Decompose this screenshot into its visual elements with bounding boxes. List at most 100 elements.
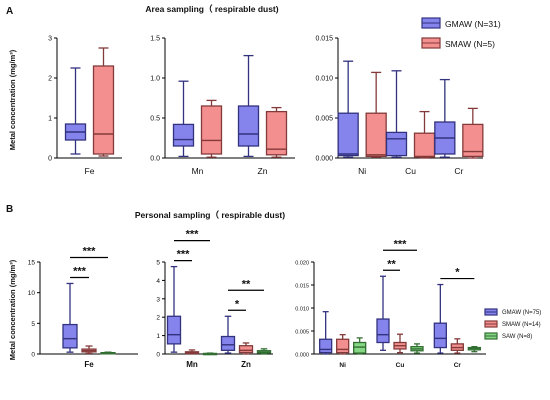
y-axis-label-b: Metal concentration (mg/m³): [8, 259, 17, 360]
box-zn-2: [265, 106, 288, 158]
box-body: [336, 338, 350, 354]
box-cu-2: [393, 333, 407, 354]
box-ni-2: [365, 71, 387, 158]
box-cu-1: [385, 70, 408, 158]
panel-a-title: Area sampling（ respirable dust): [145, 4, 278, 14]
y-tick-label: 3: [48, 36, 52, 43]
y-tick-label: 0.000: [295, 353, 309, 359]
x-category-label: Cu: [405, 166, 416, 176]
significance-label: ***: [73, 265, 87, 277]
x-category-label: Cr: [454, 166, 463, 176]
box-body: [166, 315, 182, 345]
y-tick-label: 0.0: [150, 156, 160, 163]
box-body: [92, 65, 115, 155]
box-cu-3: [410, 343, 424, 354]
y-tick-label: 0.020: [295, 261, 309, 267]
legend-label: SMAW (N=5): [445, 39, 495, 49]
y-tick-label: 0.010: [315, 76, 333, 83]
box-cr-1: [433, 283, 447, 354]
y-tick-label: 0.015: [315, 36, 333, 43]
box-fe-1: [64, 67, 87, 155]
box-ni-2: [336, 334, 350, 355]
box-body: [433, 322, 447, 349]
y-tick-label: 15: [28, 260, 36, 267]
box-cr-3: [467, 345, 481, 353]
significance-label: **: [387, 258, 396, 270]
y-tick-label: 5: [31, 321, 35, 328]
box-body: [365, 112, 387, 158]
box-ni-1: [319, 311, 333, 355]
panel-b-title: Personal sampling（ respirable dust): [135, 210, 285, 220]
y-tick-label: 2: [48, 76, 52, 83]
box-cu-1: [376, 275, 390, 351]
box-body: [238, 345, 254, 354]
box-fe-1: [62, 282, 78, 353]
box-body: [337, 112, 359, 157]
x-category-label: Zn: [258, 166, 268, 176]
y-tick-label: 5: [156, 260, 160, 267]
x-category-label: Ni: [358, 166, 366, 176]
legend-label: GMAW (N=75): [502, 310, 541, 316]
x-category-label: Mn: [192, 166, 204, 176]
box-body: [172, 123, 195, 147]
box-body: [413, 132, 436, 158]
box-mn-1: [172, 80, 195, 158]
box-ni-3: [353, 337, 367, 355]
box-zn-3: [256, 348, 272, 355]
significance-label: ***: [83, 245, 97, 257]
y-tick-label: 0.010: [295, 307, 309, 313]
significance-label: *: [455, 267, 460, 279]
box-zn-1: [220, 315, 236, 354]
box-body: [237, 105, 260, 147]
box-cu-2: [413, 110, 436, 159]
significance-label: ***: [186, 229, 200, 241]
box-fe-2: [92, 47, 115, 157]
box-body: [200, 105, 223, 155]
significance-label: ***: [177, 249, 191, 261]
box-body: [220, 335, 236, 351]
box-body: [376, 318, 390, 344]
box-zn-2: [238, 342, 254, 355]
box-cr-2: [450, 338, 464, 354]
y-tick-label: 10: [28, 290, 36, 297]
box-body: [62, 323, 78, 349]
box-body: [265, 110, 288, 156]
box-body: [462, 123, 484, 158]
legend-label: SAW (N=8): [502, 334, 532, 340]
y-tick-label: 1: [156, 333, 160, 340]
box-ni-1: [337, 60, 359, 158]
significance-label: **: [242, 278, 251, 290]
x-category-label: Cr: [454, 362, 462, 369]
y-tick-label: 0: [31, 352, 35, 359]
box-body: [385, 131, 408, 157]
y-tick-label: 1.5: [150, 36, 160, 43]
box-mn-2: [200, 99, 223, 158]
y-tick-label: 0.000: [315, 156, 333, 163]
box-mn-2: [184, 349, 200, 355]
box-cr-2: [462, 107, 484, 159]
y-tick-label: 3: [156, 296, 160, 303]
chart-marks: 0 1 2 3 Fe 0.0 0.5 1.0 1.5 Mn Zn 0.000 0.005 0.010 0.0…: [28, 17, 541, 369]
y-tick-label: 2: [156, 315, 160, 322]
y-tick-label: 1.0: [150, 76, 160, 83]
significance-label: ***: [394, 238, 408, 250]
panel-b-letter: B: [6, 204, 13, 215]
y-tick-label: 0.005: [315, 116, 333, 123]
y-tick-label: 4: [156, 278, 160, 285]
box-cr-1: [434, 78, 456, 158]
box-mn-3: [202, 352, 218, 356]
x-category-label: Zn: [241, 360, 251, 369]
x-category-label: Ni: [339, 362, 346, 369]
panel-a-letter: A: [6, 6, 13, 17]
y-axis-label-a: Metal concentration (mg/m³): [8, 49, 17, 150]
box-fe-3: [100, 351, 116, 355]
y-tick-label: 0.015: [295, 284, 309, 290]
y-tick-label: 0: [48, 156, 52, 163]
box-fe-2: [81, 345, 97, 355]
y-tick-label: 0.005: [295, 330, 309, 336]
y-tick-label: 0.5: [150, 116, 160, 123]
x-category-label: Fe: [85, 166, 95, 176]
y-tick-label: 0: [156, 352, 160, 359]
x-category-label: Cu: [396, 362, 405, 369]
